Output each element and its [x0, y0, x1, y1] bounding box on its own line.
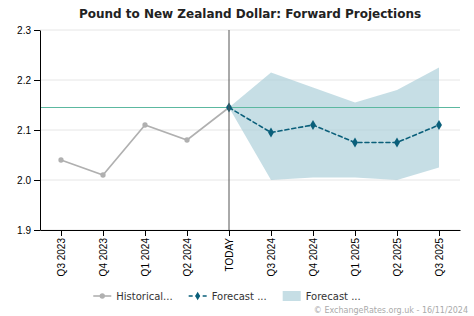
tick-label: Q4 2023 — [98, 238, 109, 277]
watermark: © ExchangeRates.org.uk - 16/11/2024 — [314, 306, 468, 315]
point — [436, 120, 442, 130]
tick: Q1 2025 — [350, 230, 361, 276]
axis-line — [40, 31, 41, 231]
tick-label: Q4 2024 — [308, 238, 319, 277]
point — [352, 137, 358, 147]
legend-item: Forecast ... — [189, 291, 267, 302]
tick-label: Q1 2025 — [350, 238, 361, 277]
tick: Q4 2023 — [98, 230, 109, 276]
tick-mark — [34, 230, 40, 231]
legend: Historical... Forecast ... Forecast ... — [93, 291, 360, 302]
tick: 2.1 — [17, 125, 40, 136]
tick: Q1 2024 — [140, 230, 151, 276]
tick: Q2 2024 — [182, 230, 193, 276]
tick-mark — [313, 230, 314, 236]
tick: Q3 2025 — [434, 230, 445, 276]
tick-mark — [187, 230, 188, 236]
tick-label: Q3 2025 — [434, 238, 445, 277]
tick: 2.3 — [17, 25, 40, 36]
tick-label: TODAY — [224, 238, 235, 272]
point — [394, 137, 400, 147]
tick-label: 2.2 — [17, 75, 31, 86]
legend-swatch — [283, 291, 301, 301]
tick: Q3 2023 — [56, 230, 67, 276]
point — [184, 137, 189, 142]
reference-line — [40, 107, 460, 108]
grid-line — [40, 30, 460, 31]
tick: 1.9 — [17, 225, 40, 236]
point — [58, 157, 63, 162]
legend-marker — [100, 293, 105, 298]
tick-mark — [61, 230, 62, 236]
tick-mark — [34, 30, 40, 31]
tick-mark — [271, 230, 272, 236]
tick-mark — [34, 130, 40, 131]
tick: 2.0 — [17, 175, 40, 186]
grid — [40, 30, 460, 230]
tick: Q2 2025 — [392, 230, 403, 276]
legend-marker — [195, 292, 200, 301]
tick-label: Q2 2025 — [392, 238, 403, 277]
point — [268, 127, 274, 137]
grid-line — [40, 80, 460, 81]
tick-label: Q3 2023 — [56, 238, 67, 277]
legend-item: Forecast ... — [283, 291, 361, 302]
forecast-band — [229, 68, 439, 181]
tick-mark — [34, 180, 40, 181]
tick: Q4 2024 — [308, 230, 319, 276]
tick-mark — [439, 230, 440, 236]
tick-label: Q1 2024 — [140, 238, 151, 277]
reference-line — [229, 30, 230, 230]
tick: 2.2 — [17, 75, 40, 86]
point — [310, 120, 316, 130]
legend-item: Historical... — [93, 291, 172, 302]
tick-mark — [145, 230, 146, 236]
title: Pound to New Zealand Dollar: Forward Pro… — [79, 7, 421, 21]
point — [142, 122, 147, 127]
tick: Q3 2024 — [266, 230, 277, 276]
tick: TODAY — [224, 230, 235, 272]
y-axis: 1.9 2.0 2.1 2.2 2.3 — [17, 25, 40, 236]
series-line — [61, 108, 229, 176]
chart: 1.9 2.0 2.1 2.2 2.3 Q3 2023 Q4 2023 Q1 2024 Q2 2… — [0, 0, 474, 316]
tick-label: Q3 2024 — [266, 238, 277, 277]
point — [100, 172, 105, 177]
tick-label: 2.1 — [17, 125, 31, 136]
legend-label: Forecast ... — [212, 291, 267, 302]
tick-mark — [229, 230, 230, 236]
legend-label: Forecast ... — [306, 291, 361, 302]
plot-area — [40, 30, 460, 230]
series-line — [229, 108, 439, 143]
tick-label: Q2 2024 — [182, 238, 193, 277]
tick-label: 2.3 — [17, 25, 31, 36]
tick-mark — [397, 230, 398, 236]
tick-label: 1.9 — [17, 225, 31, 236]
tick-mark — [355, 230, 356, 236]
tick-mark — [103, 230, 104, 236]
tick-label: 2.0 — [17, 175, 31, 186]
x-axis: Q3 2023 Q4 2023 Q1 2024 Q2 2024 TODAY Q3 2024… — [41, 230, 461, 276]
tick-mark — [34, 80, 40, 81]
legend-label: Historical... — [116, 291, 172, 302]
